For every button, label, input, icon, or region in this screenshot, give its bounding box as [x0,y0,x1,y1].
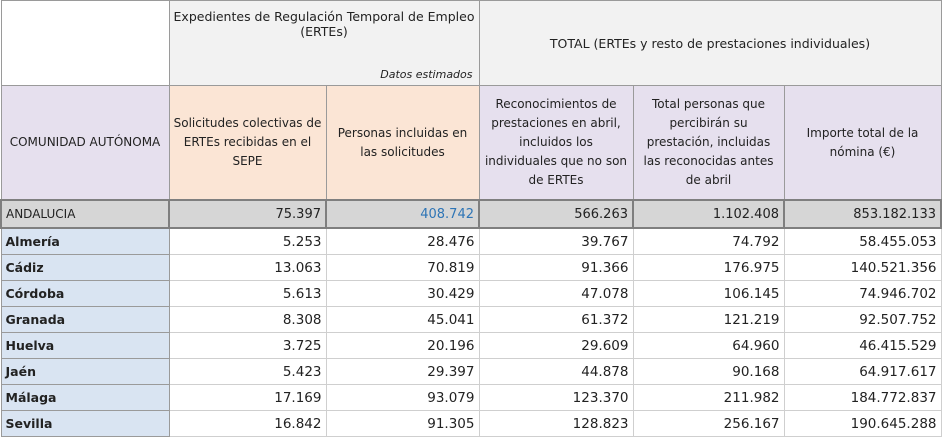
value-cell: 128.823 [478,410,634,437]
value-cell: 64.960 [632,332,785,359]
column-header-row: COMUNIDAD AUTÓNOMA Solicitudes colectivas… [0,85,942,201]
value-cell: 29.609 [478,332,634,359]
region-name: Huelva [0,332,170,359]
value-cell: 74.946.702 [783,280,942,307]
region-name: Cádiz [0,254,170,281]
value-cell: 29.397 [325,358,480,385]
province-row: Córdoba 5.613 30.429 47.078 106.145 74.946.70… [0,280,942,307]
group-note: Datos estimados [380,68,473,81]
value-cell: 58.455.053 [783,227,942,255]
value-cell: 211.982 [632,384,785,411]
value-cell: 17.169 [168,384,327,411]
value-cell: 190.645.288 [783,410,942,437]
value-cell: 8.308 [168,306,327,333]
value-cell: 566.263 [478,199,634,229]
value-cell: 184.772.837 [783,384,942,411]
value-cell: 5.613 [168,280,327,307]
data-table: Expedientes de Regulación Temporal de Em… [0,0,942,437]
column-header: Personas incluidas en las solicitudes [325,85,480,201]
region-name: Granada [0,306,170,333]
value-cell: 5.253 [168,227,327,255]
value-cell: 853.182.133 [783,199,942,229]
province-row: Jaén 5.423 29.397 44.878 90.168 64.917.617 [0,358,942,385]
value-cell: 5.423 [168,358,327,385]
group-header: TOTAL (ERTEs y resto de prestaciones ind… [478,0,942,86]
column-header: Solicitudes colectivas de ERTEs recibida… [168,85,327,201]
value-cell: 1.102.408 [632,199,785,229]
value-cell: 70.819 [325,254,480,281]
province-row: Sevilla 16.842 91.305 128.823 256.167 190.645… [0,410,942,437]
value-cell: 45.041 [325,306,480,333]
value-cell: 46.415.529 [783,332,942,359]
value-cell: 61.372 [478,306,634,333]
value-cell: 30.429 [325,280,480,307]
group-header-row: Expedientes de Regulación Temporal de Em… [0,0,942,86]
value-cell: 106.145 [632,280,785,307]
value-cell: 408.742 [325,199,480,229]
region-total-row: ANDALUCIA 75.397 408.742 566.263 1.102.408 85… [0,199,942,229]
value-cell: 256.167 [632,410,785,437]
column-header: Total personas que percibirán su prestac… [632,85,785,201]
region-name: Córdoba [0,280,170,307]
province-row: Almería 5.253 28.476 39.767 74.792 58.455.053 [0,227,942,255]
value-cell: 74.792 [632,227,785,255]
empty-cell [0,0,170,86]
column-header: Reconocimientos de prestaciones en abril… [478,85,634,201]
region-name: ANDALUCIA [0,199,170,229]
value-cell: 140.521.356 [783,254,942,281]
value-cell: 20.196 [325,332,480,359]
value-cell: 3.725 [168,332,327,359]
value-cell: 90.168 [632,358,785,385]
value-cell: 47.078 [478,280,634,307]
value-cell: 123.370 [478,384,634,411]
value-cell: 28.476 [325,227,480,255]
region-name: Jaén [0,358,170,385]
value-cell: 75.397 [168,199,327,229]
group-title: Expedientes de Regulación Temporal de Em… [173,9,475,39]
value-cell: 91.366 [478,254,634,281]
group-header: Expedientes de Regulación Temporal de Em… [168,0,480,86]
value-cell: 44.878 [478,358,634,385]
region-name: Almería [0,227,170,255]
province-row: Huelva 3.725 20.196 29.609 64.960 46.415.529 [0,332,942,359]
province-row: Málaga 17.169 93.079 123.370 211.982 184.772.… [0,384,942,411]
value-cell: 121.219 [632,306,785,333]
column-header: COMUNIDAD AUTÓNOMA [0,85,170,201]
value-cell: 93.079 [325,384,480,411]
value-cell: 91.305 [325,410,480,437]
province-row: Cádiz 13.063 70.819 91.366 176.975 140.521.35… [0,254,942,281]
province-row: Granada 8.308 45.041 61.372 121.219 92.507.75… [0,306,942,333]
value-cell: 16.842 [168,410,327,437]
value-cell: 39.767 [478,227,634,255]
value-cell: 92.507.752 [783,306,942,333]
value-cell: 64.917.617 [783,358,942,385]
value-cell: 176.975 [632,254,785,281]
value-cell: 13.063 [168,254,327,281]
column-header: Importe total de la nómina (€) [783,85,942,201]
region-name: Málaga [0,384,170,411]
region-name: Sevilla [0,410,170,437]
